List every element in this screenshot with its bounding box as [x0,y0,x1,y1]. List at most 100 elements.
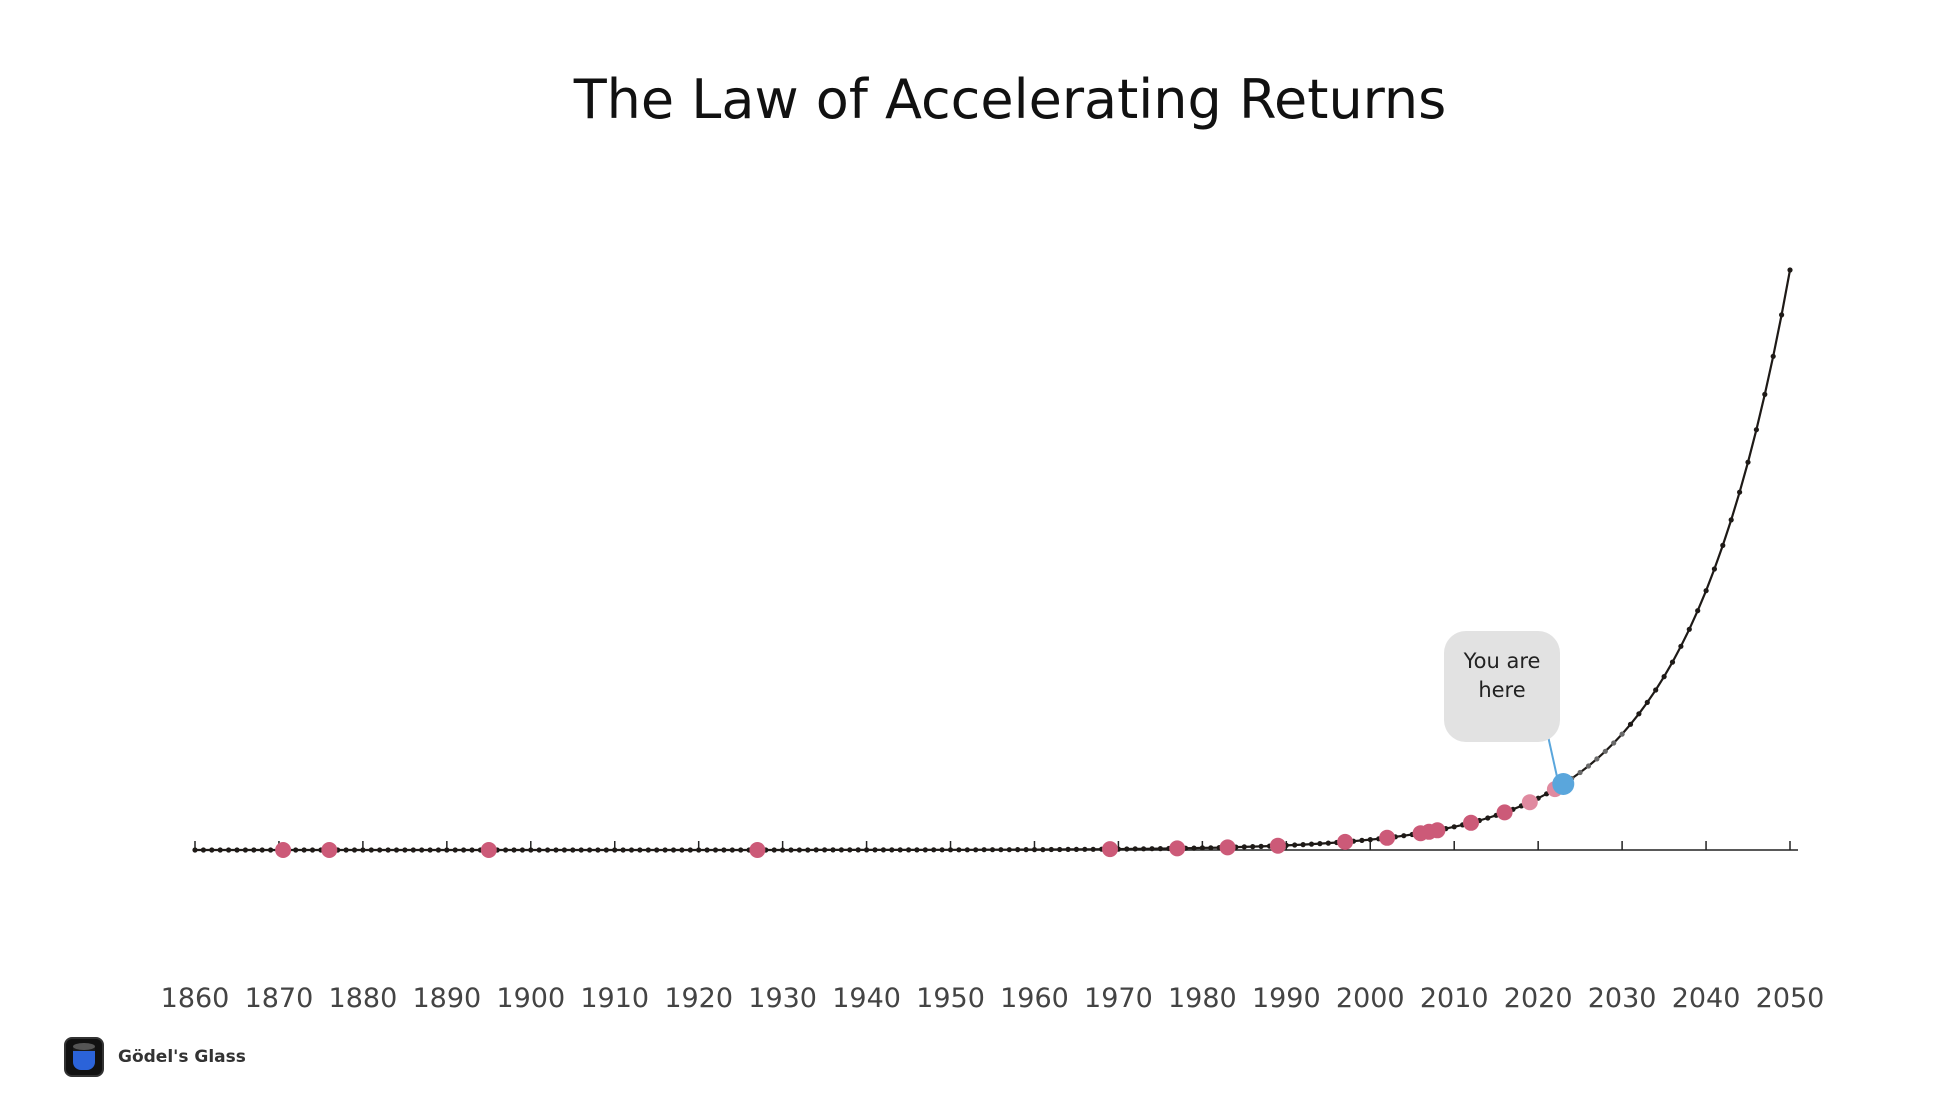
data-point-1874 [309,847,316,853]
x-tick-label-1960: 1960 [1000,983,1069,1014]
data-point-1958 [1015,847,1021,853]
data-point-1901 [536,847,542,853]
data-point-1913 [637,847,643,853]
data-point-1965 [1073,846,1079,853]
data-point-1889 [435,847,441,853]
data-point-1908 [595,847,601,853]
data-point-1944 [897,847,903,853]
brand: Gödel's Glass [64,1037,246,1077]
data-point-1862 [209,847,215,853]
data-point-1910 [612,847,618,853]
data-point-1872 [293,847,299,853]
data-point-1906 [578,847,584,853]
data-point-1948 [931,847,937,853]
milestone-marker-4 [1102,841,1118,858]
x-tick-label-1900: 1900 [496,983,565,1014]
data-point-1909 [603,847,609,853]
x-tick-label-2040: 2040 [1672,983,1741,1014]
data-point-1864 [226,847,232,853]
data-point-1905 [570,847,576,853]
data-point-1930 [780,847,786,853]
data-point-2037 [1678,643,1684,649]
data-point-1993 [1308,841,1315,847]
data-point-2010 [1451,824,1457,830]
milestone-marker-5 [1169,840,1186,857]
data-point-2029 [1611,740,1617,746]
milestone-marker-14 [1496,804,1513,821]
data-point-1929 [771,847,777,853]
glass-logo-icon [64,1037,104,1077]
x-tick-label-1890: 1890 [412,983,481,1014]
milestone-marker-15 [1521,794,1538,811]
data-point-1979 [1191,845,1197,851]
data-point-1937 [838,847,845,853]
data-point-1980 [1199,845,1205,851]
data-point-2036 [1669,659,1676,665]
data-point-1952 [964,847,970,853]
x-tick-label-1910: 1910 [580,983,649,1014]
data-point-1962 [1048,846,1054,853]
data-point-1924 [729,847,735,853]
x-tick-label-1970: 1970 [1084,983,1153,1014]
data-point-2014 [1485,815,1491,821]
data-point-2046 [1753,427,1759,433]
data-point-1920 [696,847,702,853]
data-point-2039 [1695,608,1701,614]
data-point-1892 [461,847,467,853]
callout-connector [1547,735,1559,779]
data-point-1955 [989,847,996,853]
data-point-1967 [1090,846,1096,852]
data-point-1873 [301,847,307,853]
data-point-1941 [872,847,878,853]
data-point-1972 [1132,846,1138,852]
data-point-2042 [1720,542,1726,549]
milestone-marker-7 [1269,837,1286,854]
x-axis: 1860 1870 1880 1890 1900 1910 1920 1930 1940 1950… [161,841,1824,1014]
x-tick-label-1930: 1930 [748,983,817,1014]
data-point-1903 [553,847,559,853]
data-point-1902 [545,847,551,853]
milestones [275,781,1563,858]
data-point-2043 [1728,517,1734,523]
data-point-1884 [393,847,400,853]
data-point-1878 [343,847,349,853]
data-point-1911 [620,847,626,853]
data-point-1992 [1300,842,1306,848]
data-point-2050 [1787,267,1793,273]
data-point-1974 [1149,846,1155,852]
data-point-1949 [939,847,945,853]
data-point-2028 [1602,748,1608,754]
data-point-2027 [1594,756,1600,762]
milestone-marker-0 [275,842,292,858]
data-point-1940 [864,847,870,853]
data-point-1966 [1082,846,1088,852]
data-point-1987 [1258,843,1264,850]
data-point-1907 [587,847,593,853]
data-point-1950 [947,847,954,853]
x-tick-label-2000: 2000 [1336,983,1405,1014]
data-point-1914 [645,847,651,853]
milestone-marker-8 [1337,833,1354,850]
data-point-1897 [503,847,509,853]
brand-name: Gödel's Glass [118,1047,246,1067]
data-point-2004 [1401,833,1407,839]
data-point-1960 [1031,847,1038,853]
x-tick-label-1860: 1860 [161,983,230,1014]
data-point-1935 [822,847,828,853]
data-point-1882 [377,847,383,853]
data-point-1994 [1317,841,1323,847]
data-point-1999 [1359,837,1365,844]
current-point-marker [1552,773,1575,795]
data-point-1863 [217,847,223,853]
data-point-1961 [1040,847,1046,853]
x-tick-label-1880: 1880 [329,983,398,1014]
milestone-marker-2 [480,842,497,858]
data-point-2000 [1367,837,1373,843]
data-point-2025 [1577,769,1583,776]
data-point-2038 [1686,626,1692,632]
x-tick-label-1950: 1950 [916,983,985,1014]
data-point-1957 [1006,847,1012,853]
data-point-1915 [654,847,660,853]
data-point-1860 [192,847,198,853]
data-point-1921 [704,847,710,853]
